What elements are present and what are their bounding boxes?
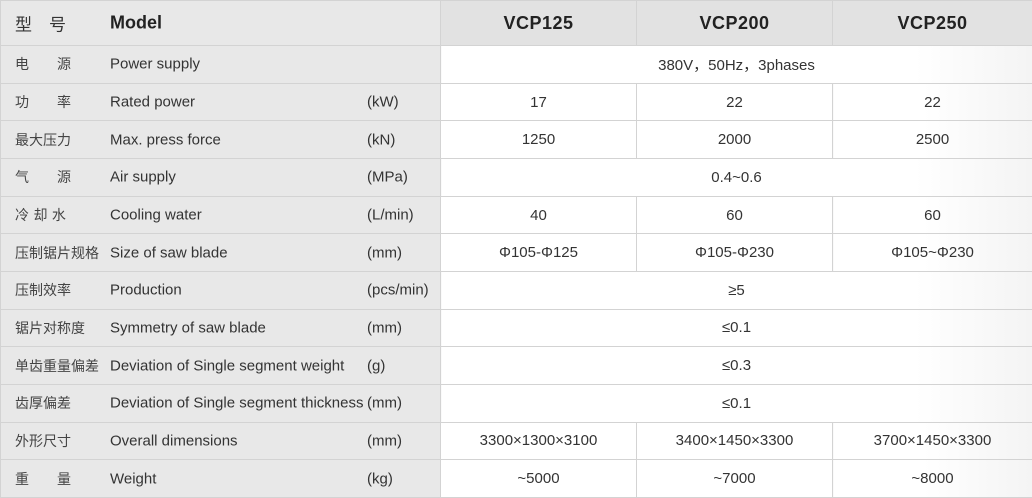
spec-value: 22 xyxy=(832,82,1032,122)
spec-label-cell: 重 量 Weight (kg) xyxy=(0,459,441,498)
spec-value: Φ105-Φ230 xyxy=(636,233,833,273)
spec-value: ~7000 xyxy=(636,459,833,498)
spec-value: 3400×1450×3300 xyxy=(636,421,833,461)
spec-value: 40 xyxy=(440,195,637,235)
spec-label-en: Air supply xyxy=(110,168,176,186)
spec-value-merged: ≤0.3 xyxy=(440,346,1032,385)
spec-value: 1250 xyxy=(440,120,637,160)
spec-unit: (L/min) xyxy=(367,206,414,224)
spec-label-cell: 气 源 Air supply (MPa) xyxy=(0,158,441,197)
spec-label-cn: 单齿重量偏差 xyxy=(15,358,99,375)
spec-unit: (mm) xyxy=(367,432,402,450)
model-label-cn: 型 号 xyxy=(15,15,66,36)
spec-label-cn: 冷 却 水 xyxy=(15,208,66,225)
spec-value: 3700×1450×3300 xyxy=(832,421,1032,461)
spec-label-cn: 压制效率 xyxy=(15,283,71,300)
spec-unit: (mm) xyxy=(367,319,402,337)
spec-value: Φ105-Φ125 xyxy=(440,233,637,273)
spec-value: 60 xyxy=(832,195,1032,235)
spec-value-merged: 380V，50Hz，3phases xyxy=(440,45,1032,84)
spec-value: 22 xyxy=(636,82,833,122)
spec-label-cell: 最大压力 Max. press force (kN) xyxy=(0,120,441,160)
spec-label-en: Production xyxy=(110,281,182,299)
spec-row: 功 率 Rated power (kW) 17 22 22 xyxy=(0,82,1032,122)
model-header-vcp250: VCP250 xyxy=(832,0,1032,47)
spec-row: 外形尺寸 Overall dimensions (mm) 3300×1300×3100… xyxy=(0,421,1032,461)
spec-label-cn: 功 率 xyxy=(15,95,71,112)
spec-value: Φ105~Φ230 xyxy=(832,233,1032,273)
spec-label-cell: 压制效率 Production (pcs/min) xyxy=(0,271,441,310)
spec-unit: (kg) xyxy=(367,470,393,488)
model-header-vcp200: VCP200 xyxy=(636,0,833,47)
spec-row: 单齿重量偏差 Deviation of Single segment weight… xyxy=(0,346,1032,385)
spec-unit: (MPa) xyxy=(367,168,408,186)
spec-row: 压制锯片规格 Size of saw blade (mm) Φ105-Φ125 Φ105… xyxy=(0,233,1032,273)
header-row: 型 号 Model VCP125 VCP200 VCP250 xyxy=(0,0,1032,47)
spec-row: 锯片对称度 Symmetry of saw blade (mm) ≤0.1 xyxy=(0,308,1032,348)
spec-value-merged: ≥5 xyxy=(440,271,1032,310)
spec-row: 电 源 Power supply 380V，50Hz，3phases xyxy=(0,45,1032,84)
spec-unit: (kN) xyxy=(367,131,396,149)
spec-label-cn: 外形尺寸 xyxy=(15,433,71,450)
spec-label-cn: 最大压力 xyxy=(15,132,71,149)
spec-value: ~8000 xyxy=(832,459,1032,498)
spec-label-cn: 齿厚偏差 xyxy=(15,396,71,413)
spec-unit: (pcs/min) xyxy=(367,281,429,299)
spec-label-cn: 压制锯片规格 xyxy=(15,245,99,262)
spec-label-cell: 单齿重量偏差 Deviation of Single segment weight… xyxy=(0,346,441,385)
spec-label-cell: 压制锯片规格 Size of saw blade (mm) xyxy=(0,233,441,273)
spec-row: 气 源 Air supply (MPa) 0.4~0.6 xyxy=(0,158,1032,197)
spec-value: ~5000 xyxy=(440,459,637,498)
spec-label-en: Rated power xyxy=(110,93,196,111)
spec-label-cell: 锯片对称度 Symmetry of saw blade (mm) xyxy=(0,308,441,348)
spec-label-en: Deviation of Single segment weight xyxy=(110,357,345,375)
spec-unit: (mm) xyxy=(367,394,402,412)
spec-label-en: Deviation of Single segment thickness xyxy=(110,394,364,412)
model-header-vcp125: VCP125 xyxy=(440,0,637,47)
spec-unit: (kW) xyxy=(367,93,399,111)
spec-row: 重 量 Weight (kg) ~5000 ~7000 ~8000 xyxy=(0,459,1032,498)
spec-row: 压制效率 Production (pcs/min) ≥5 xyxy=(0,271,1032,310)
spec-label-cell: 电 源 Power supply xyxy=(0,45,441,84)
spec-label-cn: 电 源 xyxy=(15,57,71,74)
spec-value-merged: ≤0.1 xyxy=(440,308,1032,348)
spec-row: 齿厚偏差 Deviation of Single segment thicknes… xyxy=(0,383,1032,423)
spec-label-cn: 锯片对称度 xyxy=(15,320,85,337)
spec-label-cell: 冷 却 水 Cooling water (L/min) xyxy=(0,195,441,235)
spec-value: 2000 xyxy=(636,120,833,160)
spec-unit: (g) xyxy=(367,357,386,375)
spec-value-merged: 0.4~0.6 xyxy=(440,158,1032,197)
spec-value: 60 xyxy=(636,195,833,235)
spec-label-en: Symmetry of saw blade xyxy=(110,319,266,337)
spec-label-en: Power supply xyxy=(110,55,201,73)
spec-value-merged: ≤0.1 xyxy=(440,383,1032,423)
spec-label-en: Max. press force xyxy=(110,131,221,149)
spec-label-cell: 外形尺寸 Overall dimensions (mm) xyxy=(0,421,441,461)
spec-value: 3300×1300×3100 xyxy=(440,421,637,461)
spec-value: 2500 xyxy=(832,120,1032,160)
spec-label-en: Weight xyxy=(110,470,157,488)
spec-label-cell: 功 率 Rated power (kW) xyxy=(0,82,441,122)
model-label-cell: 型 号 Model xyxy=(0,0,441,47)
spec-label-en: Cooling water xyxy=(110,206,202,224)
model-label-en: Model xyxy=(110,12,162,33)
spec-row: 最大压力 Max. press force (kN) 1250 2000 2500 xyxy=(0,120,1032,160)
spec-label-en: Overall dimensions xyxy=(110,432,238,450)
spec-label-cn: 气 源 xyxy=(15,170,71,187)
spec-label-cell: 齿厚偏差 Deviation of Single segment thicknes… xyxy=(0,383,441,423)
spec-label-en: Size of saw blade xyxy=(110,244,228,262)
spec-unit: (mm) xyxy=(367,244,402,262)
spec-row: 冷 却 水 Cooling water (L/min) 40 60 60 xyxy=(0,195,1032,235)
spec-label-cn: 重 量 xyxy=(15,471,71,488)
spec-value: 17 xyxy=(440,82,637,122)
